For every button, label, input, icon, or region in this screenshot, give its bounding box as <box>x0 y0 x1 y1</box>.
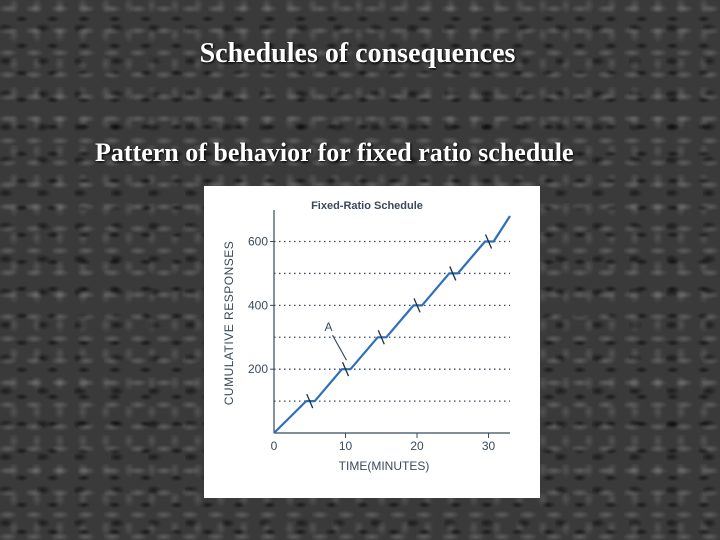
chart-title: Fixed-Ratio Schedule <box>311 200 423 212</box>
x-axis-label: TIME(MINUTES) <box>339 459 430 473</box>
reinforcement-mark <box>341 361 350 377</box>
chart-panel: Fixed-Ratio Schedule CUMULATIVE RESPONSE… <box>204 186 540 498</box>
x-tick-label: 0 <box>271 439 278 453</box>
y-tick-label: 600 <box>248 235 268 249</box>
y-tick-label: 200 <box>248 362 268 376</box>
cumulative-response-line <box>273 215 511 434</box>
annotation-label: A <box>325 320 333 334</box>
reinforcement-mark <box>449 266 457 281</box>
y-tick-label: 400 <box>248 298 268 312</box>
annotation-arrow <box>332 334 347 361</box>
fixed-ratio-chart: Fixed-Ratio Schedule CUMULATIVE RESPONSE… <box>222 200 511 473</box>
x-tick-label: 10 <box>339 439 353 453</box>
reinforcement-mark <box>377 330 385 345</box>
x-tick-label: 30 <box>482 439 496 453</box>
slide-title: Schedules of consequences <box>199 38 516 69</box>
y-axis-label: CUMULATIVE RESPONSES <box>222 241 236 405</box>
reinforcement-mark <box>484 234 493 249</box>
slide-subtitle: Pattern of behavior for fixed ratio sche… <box>95 138 574 167</box>
reinforcement-mark <box>306 393 314 409</box>
x-tick-label: 20 <box>410 439 424 453</box>
reinforcement-mark <box>413 298 421 313</box>
